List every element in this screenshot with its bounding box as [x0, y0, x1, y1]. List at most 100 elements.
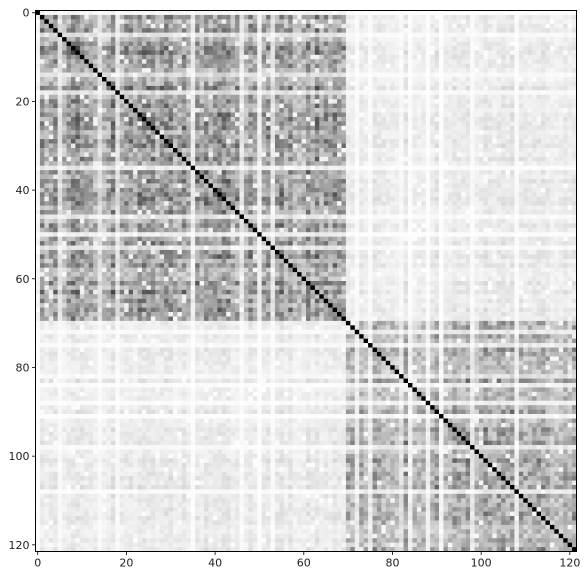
heatmap-cell	[323, 165, 329, 171]
heatmap-cell	[57, 183, 63, 189]
heatmap-cell	[159, 68, 165, 73]
heatmap-cell	[119, 41, 125, 47]
heatmap-cell	[44, 10, 50, 16]
heatmap-cell	[48, 125, 54, 131]
heatmap-cell	[425, 19, 431, 25]
heatmap-cell	[563, 125, 568, 131]
heatmap-cell	[159, 161, 165, 166]
heatmap-cell	[110, 68, 116, 73]
heatmap-cell	[461, 68, 466, 73]
heatmap-cell	[186, 28, 191, 33]
heatmap-cell	[341, 41, 347, 47]
heatmap-cell	[332, 54, 338, 60]
heatmap-cell	[572, 179, 577, 184]
heatmap-cell	[106, 28, 112, 33]
heatmap-cell	[310, 90, 316, 95]
heatmap-cell	[549, 161, 555, 166]
heatmap-cell	[239, 54, 245, 60]
heatmap-cell	[332, 183, 338, 189]
heatmap-cell	[372, 72, 378, 78]
heatmap-cell	[137, 116, 143, 122]
heatmap-cell	[323, 19, 329, 25]
heatmap-cell	[452, 139, 458, 144]
heatmap-cell	[430, 174, 435, 180]
heatmap-cell	[399, 50, 404, 56]
heatmap-cell	[261, 10, 267, 16]
heatmap-cell	[39, 37, 45, 42]
heatmap-cell	[416, 143, 422, 149]
heatmap-cell	[66, 81, 72, 87]
heatmap-cell	[102, 139, 107, 144]
heatmap-cell	[226, 41, 231, 47]
heatmap-cell	[310, 81, 316, 87]
heatmap-cell	[443, 90, 449, 95]
heatmap-cell	[523, 139, 528, 144]
heatmap-cell	[407, 179, 413, 184]
heatmap-cell	[478, 63, 484, 69]
heatmap-cell	[337, 170, 342, 175]
heatmap-cell	[266, 183, 271, 189]
heatmap-cell	[128, 134, 134, 140]
heatmap-cell	[106, 187, 112, 193]
heatmap-cell	[102, 147, 107, 153]
heatmap-cell	[66, 28, 72, 33]
heatmap-cell	[186, 32, 191, 38]
heatmap-cell	[212, 50, 218, 56]
heatmap-cell	[274, 54, 280, 60]
heatmap-cell	[319, 54, 324, 60]
heatmap-cell	[407, 170, 413, 175]
heatmap-cell	[368, 121, 373, 127]
heatmap-cell	[306, 156, 311, 162]
heatmap-cell	[572, 41, 577, 47]
heatmap-cell	[133, 19, 138, 25]
heatmap-cell	[545, 68, 551, 73]
heatmap-cell	[39, 81, 45, 87]
heatmap-cell	[376, 187, 382, 193]
heatmap-cell	[319, 165, 324, 171]
heatmap-cell	[195, 63, 200, 69]
heatmap-cell	[447, 63, 453, 69]
heatmap-cell	[39, 147, 45, 153]
heatmap-cell	[492, 187, 497, 193]
heatmap-cell	[288, 103, 293, 109]
heatmap-cell	[159, 112, 165, 118]
heatmap-cell	[172, 116, 178, 122]
heatmap-cell	[292, 121, 298, 127]
heatmap-cell	[66, 45, 72, 51]
heatmap-cell	[159, 37, 165, 42]
heatmap-cell	[572, 139, 577, 144]
heatmap-cell	[177, 139, 183, 144]
heatmap-cell	[465, 14, 471, 20]
heatmap-cell	[208, 125, 214, 131]
heatmap-cell	[195, 147, 200, 153]
heatmap-cell	[359, 19, 364, 25]
heatmap-cell	[407, 156, 413, 162]
heatmap-cell	[394, 174, 400, 180]
heatmap-cell	[66, 152, 72, 158]
heatmap-cell	[235, 121, 240, 127]
heatmap-cell	[314, 77, 320, 82]
heatmap-cell	[172, 183, 178, 189]
heatmap-cell	[390, 63, 395, 69]
heatmap-cell	[572, 72, 577, 78]
heatmap-cell	[97, 45, 103, 51]
heatmap-cell	[195, 72, 200, 78]
heatmap-cell	[492, 125, 497, 131]
heatmap-cell	[412, 183, 418, 189]
heatmap-cell	[133, 85, 138, 91]
heatmap-cell	[252, 14, 258, 20]
heatmap-cell	[115, 156, 120, 162]
heatmap-cell	[465, 103, 471, 109]
heatmap-cell	[549, 41, 555, 47]
heatmap-cell	[536, 10, 542, 16]
heatmap-cell	[345, 90, 351, 95]
heatmap-cell	[164, 183, 169, 189]
heatmap-cell	[261, 108, 267, 113]
heatmap-cell	[319, 32, 324, 38]
heatmap-cell	[248, 10, 254, 16]
heatmap-cell	[248, 108, 254, 113]
heatmap-cell	[48, 41, 54, 47]
heatmap-cell	[554, 54, 560, 60]
heatmap-cell	[359, 116, 364, 122]
heatmap-cell	[390, 108, 395, 113]
